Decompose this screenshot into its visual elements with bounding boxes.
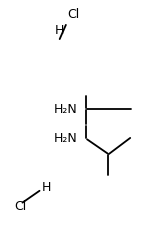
Text: H₂N: H₂N xyxy=(54,103,78,116)
Text: Cl: Cl xyxy=(67,8,80,21)
Text: H₂N: H₂N xyxy=(54,132,78,145)
Text: H: H xyxy=(55,24,64,37)
Text: Cl: Cl xyxy=(14,200,26,213)
Text: H: H xyxy=(42,181,51,194)
